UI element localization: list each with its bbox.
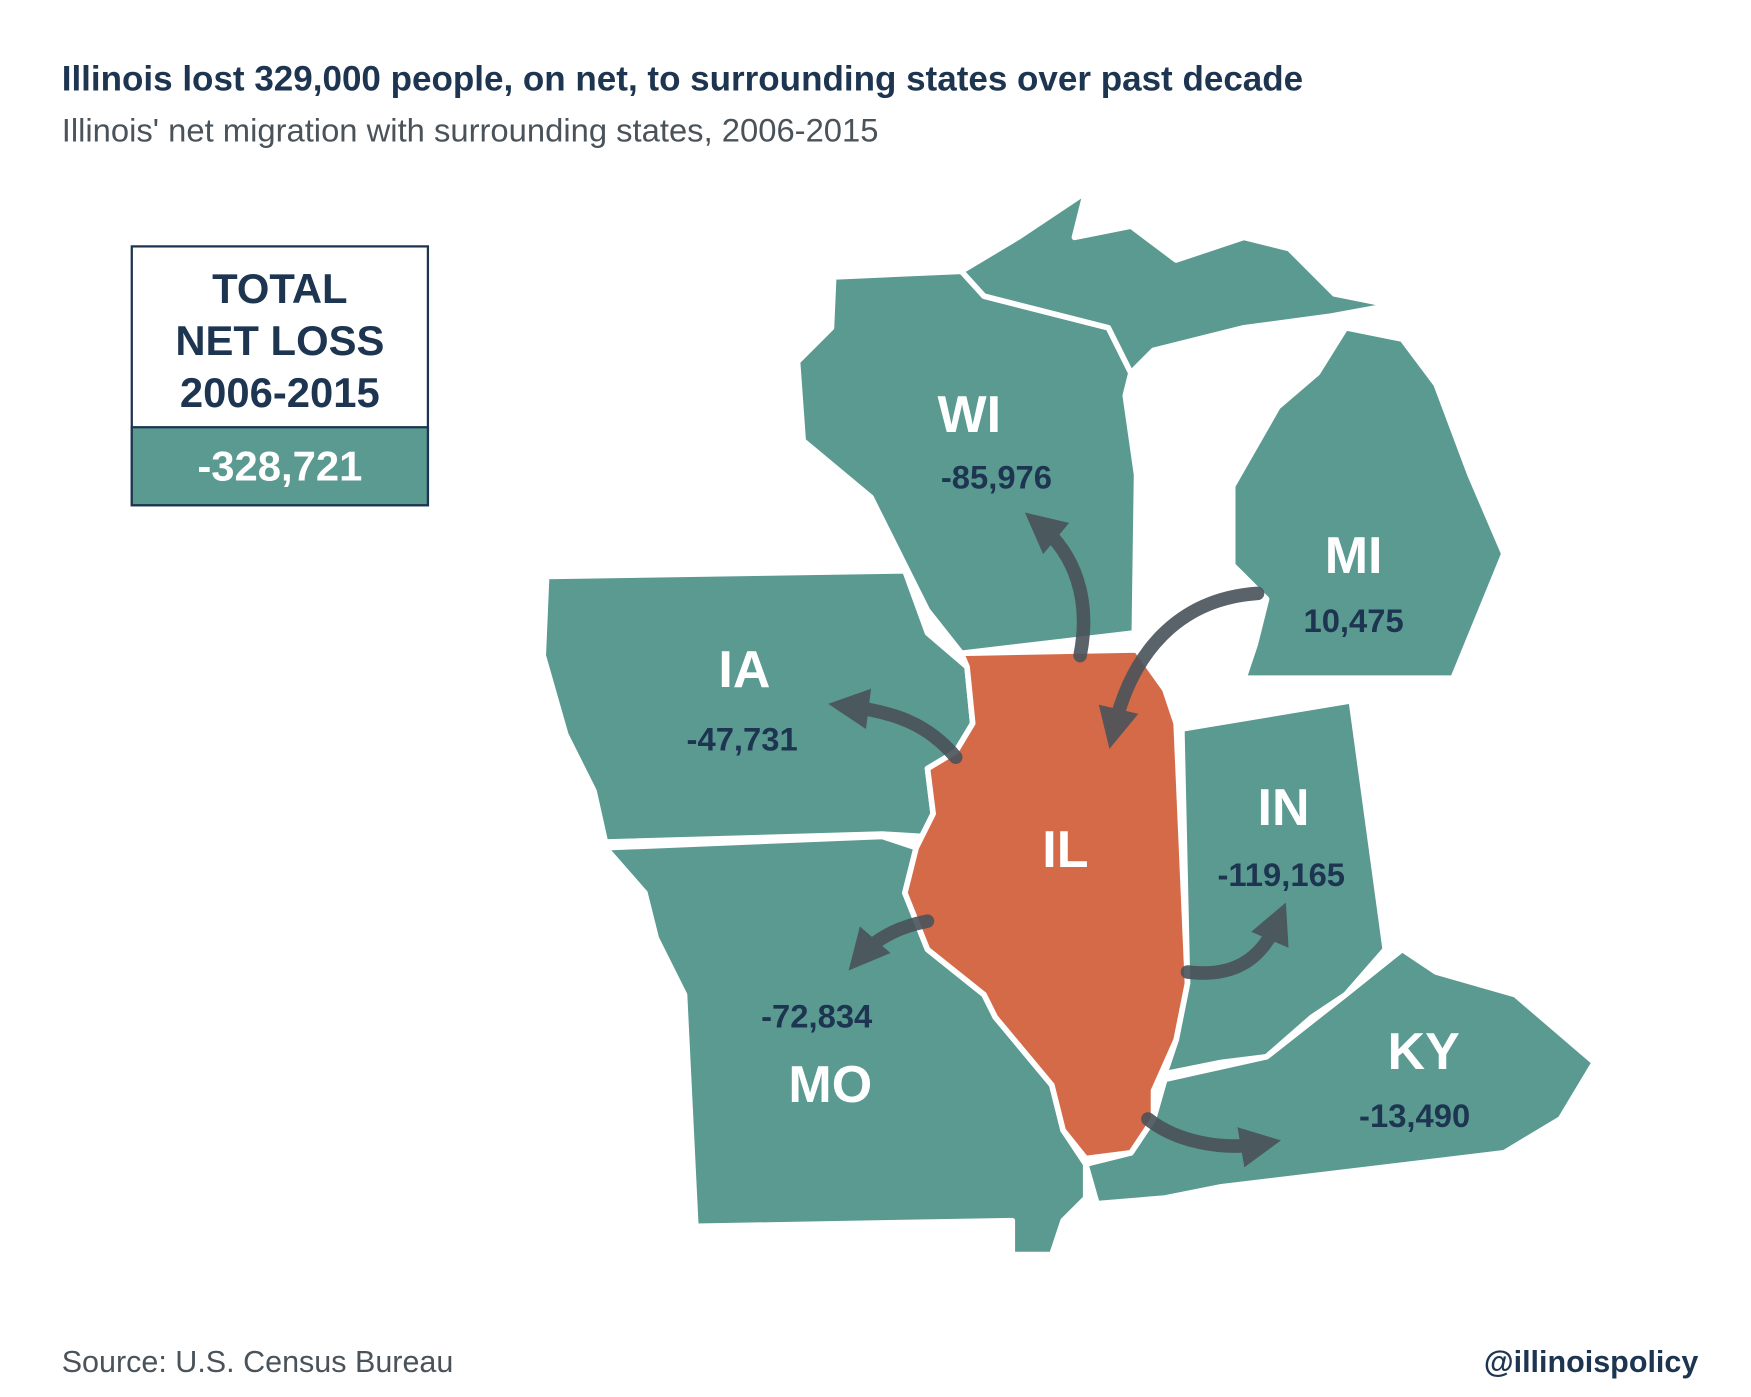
arrow-in (1180, 902, 1289, 980)
state-value: -85,976 (941, 458, 1052, 495)
arrows (828, 512, 1289, 1168)
state-abbr: IN (1258, 779, 1310, 837)
box-line: 2006-2015 (180, 369, 380, 416)
state-il (902, 647, 1191, 1162)
title: Illinois lost 329,000 people, on net, to… (62, 59, 1303, 98)
state-value: -47,731 (687, 720, 798, 757)
map (540, 189, 1598, 1258)
box-line: TOTAL (212, 265, 347, 312)
arrow-ky (1141, 1112, 1281, 1168)
box-line: NET LOSS (175, 317, 384, 364)
box-value-bg (130, 426, 430, 507)
state-abbr: MI (1325, 527, 1383, 585)
state-abbr: MO (788, 1056, 872, 1114)
arrow-mo (848, 914, 935, 971)
handle: @illinoispolicy (1484, 1345, 1699, 1379)
labels: WI -85,976 MI 10,475 IA -47,731 IL IN -1… (687, 386, 1471, 1134)
state-value: -13,490 (1359, 1097, 1470, 1134)
state-mi-upper (958, 189, 1394, 376)
arrow-wi (1024, 512, 1091, 663)
total-box: TOTAL NET LOSS 2006-2015 -328,721 (130, 245, 430, 507)
arrow-ia (828, 688, 963, 765)
state-value: -119,165 (1217, 856, 1345, 893)
state-abbr: WI (938, 386, 1002, 444)
state-abbr: KY (1388, 1023, 1460, 1081)
source: Source: U.S. Census Bureau (62, 1345, 454, 1379)
state-value: 10,475 (1303, 602, 1403, 639)
state-value: -72,834 (761, 997, 873, 1034)
arrow-mi (1098, 586, 1265, 749)
subtitle: Illinois' net migration with surrounding… (62, 111, 879, 148)
box-value: -328,721 (197, 442, 362, 489)
state-ia (540, 567, 976, 845)
state-abbr: IL (1042, 821, 1088, 879)
state-abbr: IA (718, 641, 770, 699)
